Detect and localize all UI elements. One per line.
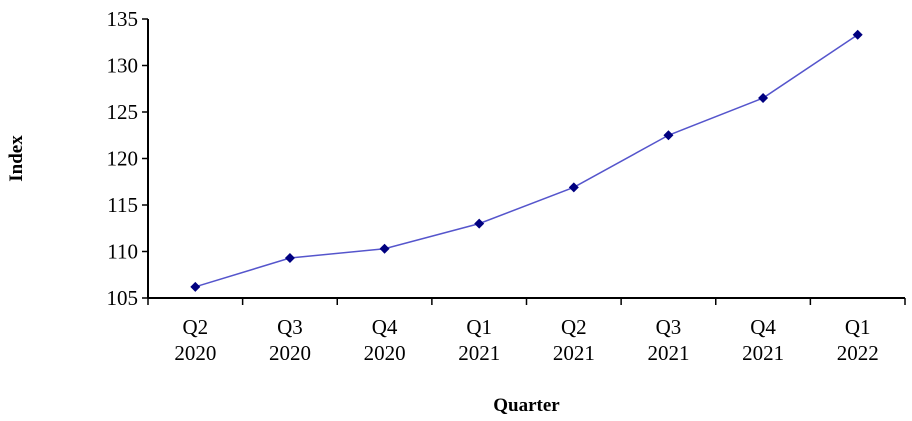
x-tick-label: Q3 2021 bbox=[647, 315, 689, 365]
x-tick-label: Q1 2021 bbox=[458, 315, 500, 365]
y-tick-label: 130 bbox=[107, 54, 139, 78]
data-point-marker bbox=[379, 243, 390, 254]
series-line bbox=[195, 34, 859, 288]
y-tick-label: 120 bbox=[107, 147, 139, 171]
x-tick-label-line: 2021 bbox=[458, 341, 500, 365]
x-tick-label-line: Q2 bbox=[561, 315, 587, 339]
y-tick-label: 110 bbox=[107, 240, 138, 264]
x-tick-label-line: Q1 bbox=[466, 315, 492, 339]
y-tick-label: 105 bbox=[107, 286, 139, 310]
x-tick-label-line: 2021 bbox=[553, 341, 595, 365]
chart-axes bbox=[147, 19, 905, 299]
x-tick-label: Q4 2020 bbox=[364, 315, 406, 365]
y-tick-label: 115 bbox=[107, 193, 138, 217]
x-tick-label-line: Q4 bbox=[750, 315, 776, 339]
y-tick-label: 125 bbox=[107, 100, 139, 124]
x-tick-label-line: 2022 bbox=[837, 341, 879, 365]
data-point-marker bbox=[568, 182, 579, 193]
x-tick-label: Q4 2021 bbox=[742, 315, 784, 365]
x-tick-label-line: 2020 bbox=[364, 341, 406, 365]
x-tick-label-line: 2020 bbox=[269, 341, 311, 365]
data-point-marker bbox=[663, 130, 674, 141]
x-tick-label: Q1 2022 bbox=[837, 315, 879, 365]
data-point-marker bbox=[190, 281, 201, 292]
x-tick-label-line: Q2 bbox=[182, 315, 208, 339]
data-point-marker bbox=[758, 93, 769, 104]
x-tick-label-line: 2021 bbox=[742, 341, 784, 365]
y-axis-ticks: 105 110 115 120 125 130 135 bbox=[107, 7, 148, 310]
x-tick-label-line: Q1 bbox=[845, 315, 871, 339]
x-axis-title: Quarter bbox=[493, 395, 560, 416]
x-tick-label-line: Q3 bbox=[277, 315, 303, 339]
data-point-marker bbox=[852, 29, 863, 40]
x-tick-label-line: 2021 bbox=[647, 341, 689, 365]
x-tick-label-line: 2020 bbox=[174, 341, 216, 365]
x-tick-label-line: Q4 bbox=[372, 315, 398, 339]
data-series bbox=[190, 29, 863, 292]
x-tick-label: Q2 2020 bbox=[174, 315, 216, 365]
data-point-marker bbox=[284, 253, 295, 264]
x-tick-label: Q3 2020 bbox=[269, 315, 311, 365]
data-point-marker bbox=[474, 218, 485, 229]
y-axis-title: Index bbox=[6, 135, 27, 182]
x-tick-label-line: Q3 bbox=[656, 315, 682, 339]
x-tick-label: Q2 2021 bbox=[553, 315, 595, 365]
y-tick-label: 135 bbox=[107, 7, 139, 31]
